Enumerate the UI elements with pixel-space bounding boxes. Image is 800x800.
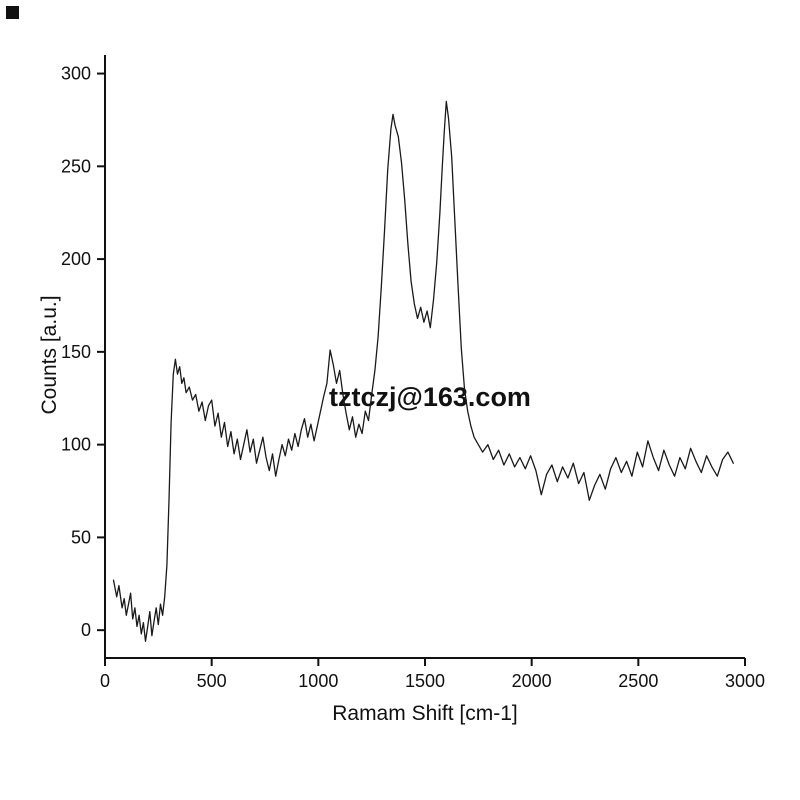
y-tick-label: 100: [61, 435, 91, 455]
corner-artifact: [6, 6, 19, 19]
y-tick-label: 150: [61, 342, 91, 362]
x-tick-label: 0: [100, 671, 110, 691]
y-tick-label: 200: [61, 249, 91, 269]
x-axis-title: Ramam Shift [cm-1]: [332, 702, 518, 725]
watermark: tztczj@163.com: [329, 382, 531, 412]
x-tick-label: 2500: [618, 671, 658, 691]
x-tick-label: 500: [197, 671, 227, 691]
y-axis-title: Counts [a.u.]: [38, 295, 61, 414]
y-tick-label: 250: [61, 156, 91, 176]
x-tick-label: 1500: [405, 671, 445, 691]
plot-area: 0 500 1000 1500 2000 2500 3000 0 50 100 150 200 250 3…: [61, 55, 765, 691]
x-tick-label: 1000: [298, 671, 338, 691]
y-tick-label: 50: [71, 527, 91, 547]
y-tick-label: 300: [61, 64, 91, 84]
y-tick-label: 0: [81, 620, 91, 640]
x-tick-label: 2000: [512, 671, 552, 691]
spectrum-line: [112, 100, 734, 642]
x-tick-label: 3000: [725, 671, 765, 691]
